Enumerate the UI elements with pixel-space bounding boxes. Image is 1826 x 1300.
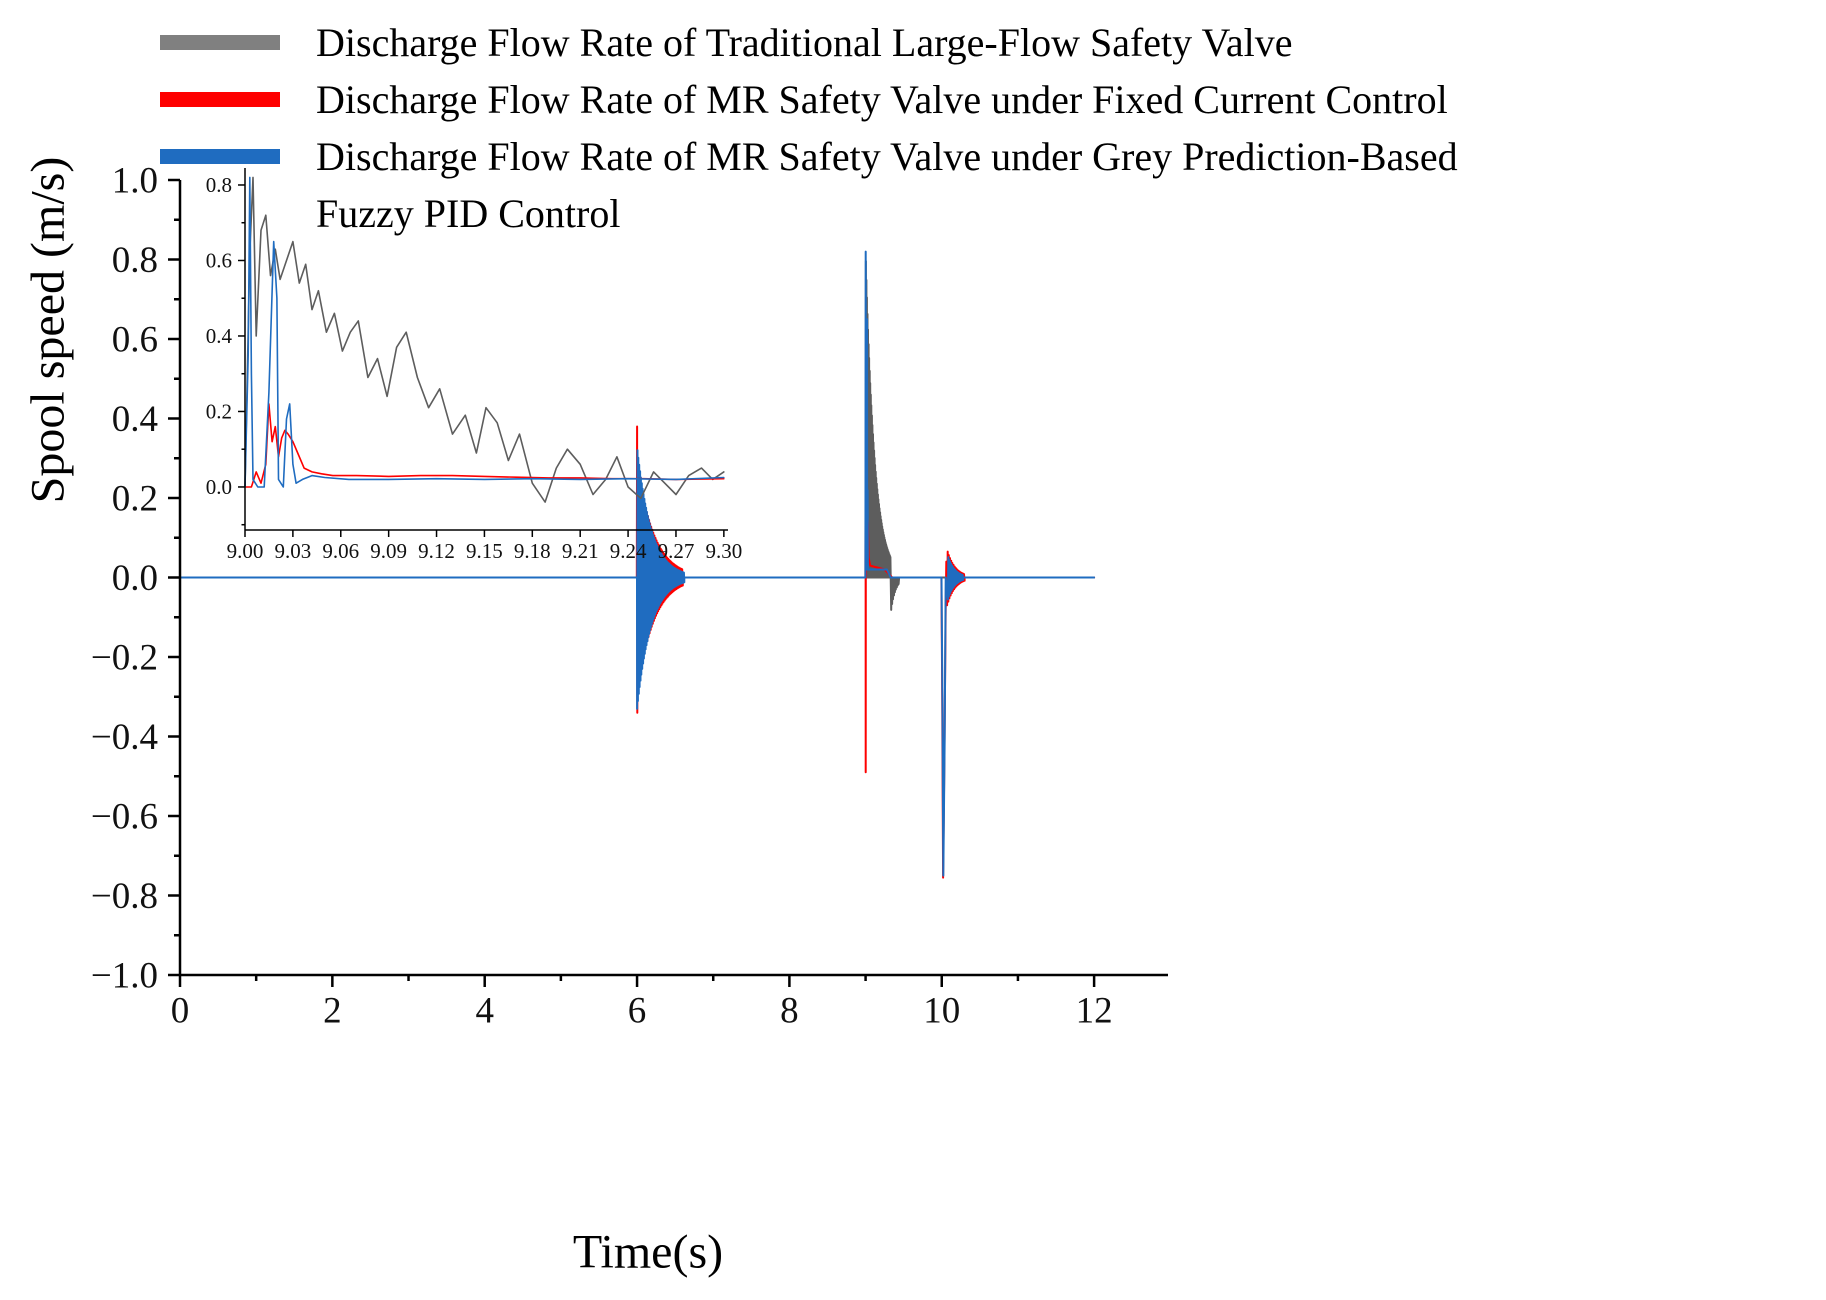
legend-label-line: Discharge Flow Rate of MR Safety Valve u… <box>316 77 1448 122</box>
legend-swatch-gray <box>160 35 280 50</box>
inset-chart-x-tick-label: 9.15 <box>466 539 503 563</box>
inset-chart-axes <box>238 168 728 537</box>
main-chart-y-tick-label: 0.4 <box>112 399 158 440</box>
inset-chart-x-tick-label: 9.30 <box>705 539 742 563</box>
main-chart-y-tick-label: 1.0 <box>112 161 158 202</box>
main-chart-y-tick-label: −0.6 <box>91 797 158 838</box>
main-chart-x-tick-label: 6 <box>628 991 647 1032</box>
legend-label-line: Fuzzy PID Control <box>316 191 621 236</box>
main-chart-line-mr-grey-fuzzy-pid <box>179 250 1096 877</box>
main-chart-y-tick-label: 0.8 <box>112 240 158 281</box>
legend-swatch-blue <box>160 149 280 164</box>
main-chart-y-tick-label: −0.2 <box>91 638 158 679</box>
legend-item-traditional: Discharge Flow Rate of Traditional Large… <box>160 14 1458 71</box>
legend-item-fixed-current: Discharge Flow Rate of MR Safety Valve u… <box>160 71 1458 128</box>
y-axis-title: Spool speed (m/s) <box>21 156 75 504</box>
inset-chart-y-tick-label: 0.4 <box>206 324 233 348</box>
inset-chart-x-tick-label: 9.06 <box>322 539 359 563</box>
x-axis-title: Time(s) <box>572 1225 724 1279</box>
legend: Discharge Flow Rate of Traditional Large… <box>160 14 1458 242</box>
inset-chart-y-tick-label: 0.2 <box>206 400 232 424</box>
main-chart-y-tick-label: 0.2 <box>112 479 158 520</box>
legend-label-line: Discharge Flow Rate of Traditional Large… <box>316 20 1293 65</box>
legend-swatch-red <box>160 92 280 107</box>
main-chart-y-tick-label: 0.0 <box>112 558 158 599</box>
main-chart-y-tick-label: −0.4 <box>91 717 158 758</box>
legend-label-line: Discharge Flow Rate of MR Safety Valve u… <box>316 134 1458 179</box>
main-chart: 0 2 4 6 8 10 12 −1.0 −0.8 −0.6 −0.4 −0.2 0.0 0.2 0.4 0.… <box>91 161 1168 1032</box>
main-chart-x-tick-label: 0 <box>171 991 190 1032</box>
inset-chart-x-tick-label: 9.09 <box>370 539 407 563</box>
main-chart-y-tick-label: −0.8 <box>91 876 158 917</box>
main-chart-y-tick-label: 0.6 <box>112 320 158 361</box>
inset-chart-x-tick-label: 9.24 <box>610 539 647 563</box>
legend-label: Discharge Flow Rate of MR Safety Valve u… <box>316 128 1458 242</box>
main-chart-x-tick-label: 12 <box>1076 991 1113 1032</box>
inset-chart-y-tick-label: 0.0 <box>206 475 232 499</box>
inset-chart-x-tick-label: 9.03 <box>275 539 312 563</box>
inset-chart-x-tick-label: 9.00 <box>227 539 264 563</box>
main-chart-axes <box>168 178 1168 987</box>
inset-chart: 9.00 9.03 9.06 9.09 9.12 9.15 9.18 9.21 9.24 9.27… <box>206 168 742 563</box>
inset-chart-x-tick-label: 9.21 <box>562 539 599 563</box>
main-chart-y-tick-label: −1.0 <box>91 956 158 997</box>
main-chart-line-traditional-large-flow <box>179 260 1096 611</box>
inset-chart-y-tick-label: 0.8 <box>206 173 232 197</box>
main-chart-x-tick-label: 2 <box>323 991 342 1032</box>
inset-chart-line-mr-grey-fuzzy-pid <box>244 176 725 488</box>
inset-chart-x-tick-label: 9.12 <box>418 539 455 563</box>
main-chart-x-tick-label: 10 <box>923 991 960 1032</box>
inset-chart-series <box>244 176 725 503</box>
inset-chart-line-traditional-large-flow <box>244 176 725 503</box>
main-chart-x-tick-label: 8 <box>780 991 799 1032</box>
inset-chart-x-tick-label: 9.18 <box>514 539 551 563</box>
legend-label: Discharge Flow Rate of MR Safety Valve u… <box>316 71 1448 128</box>
legend-item-fuzzy-pid: Discharge Flow Rate of MR Safety Valve u… <box>160 128 1458 242</box>
inset-chart-y-tick-label: 0.6 <box>206 249 232 273</box>
main-chart-series <box>179 250 1096 879</box>
legend-label: Discharge Flow Rate of Traditional Large… <box>316 14 1293 71</box>
main-chart-x-tick-label: 4 <box>475 991 494 1032</box>
inset-chart-x-tick-label: 9.27 <box>658 539 695 563</box>
